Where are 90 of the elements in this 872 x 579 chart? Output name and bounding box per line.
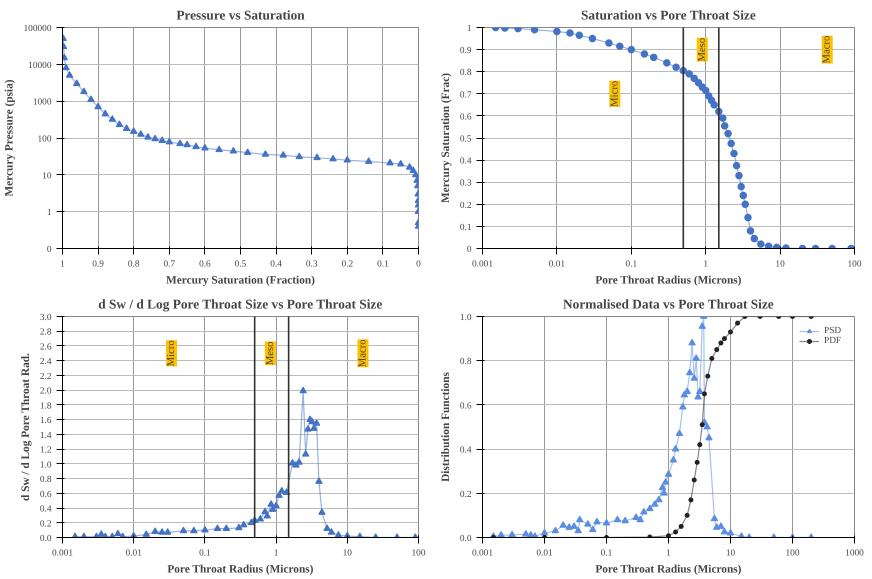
y-tick-label: 2.0 [40,386,52,397]
x-tick-label: 0.9 [92,260,104,270]
y-tick-label: 1.0 [40,460,52,470]
y-tick-label: 0 [466,245,472,255]
y-tick-label: 0.6 [460,112,472,122]
x-tick-label: 1 [60,260,66,270]
y-tick-label: 0.3 [460,178,472,189]
y-tick-label: 1.2 [40,446,52,456]
x-tick-label: 10 [775,260,786,270]
x-tick-label: 0.01 [536,548,553,558]
y-tick-label: 10000 [28,60,52,71]
y-tick-label: 100 [38,134,52,144]
annotation: Meso [696,38,708,62]
x-tick-label: 0.001 [472,548,494,558]
x-tick-label: 10 [726,548,736,558]
y-tick-label: 3.0 [40,313,52,323]
y-tick-label: 0.7 [460,90,472,100]
y-tick-label: 10 [42,171,52,182]
x-tick-label: 0.1 [199,548,212,558]
x-axis-title: Pore Throat Radius (Microns) [595,274,742,286]
y-tick-label: 0.8 [460,357,472,368]
x-tick-label: 0.1 [600,548,613,558]
y-tick-label: 100000 [24,24,52,34]
y-tick-label: 1.0 [460,313,472,323]
y-tick-label: 0.6 [40,490,52,500]
y-tick-label: 0.0 [460,534,472,544]
y-tick-label: 1.8 [40,401,52,412]
y-tick-label: 1 [46,208,52,218]
y-tick-label: 0 [46,245,52,255]
y-tick-label: 0.8 [460,68,472,78]
annotation: Micro [609,80,620,107]
annotation: Macro [357,339,368,368]
y-tick-label: 2.8 [40,328,52,338]
chart-title: Pressure vs Saturation [176,8,306,22]
y-tick-label: 0.4 [460,156,472,167]
legend-label: PSD [824,326,842,336]
x-tick-label: 0.001 [472,260,494,270]
y-tick-label: 0.0 [40,534,52,544]
x-tick-label: 100 [848,260,862,270]
x-tick-label: 0.1 [625,260,638,270]
annotation: Meso [264,341,276,366]
y-tick-label: 0.2 [460,490,472,500]
annotation: Micro [166,340,178,366]
x-tick-label: 0.001 [52,548,74,558]
y-axis-title: d Sw / d Log Pore Throat Rad. [20,352,32,502]
y-tick-label: 0.5 [460,134,472,144]
x-tick-label: 0.01 [126,548,142,558]
y-tick-label: 0.1 [460,222,472,233]
x-tick-label: 1 [666,548,672,558]
y-tick-label: 1 [466,24,472,34]
x-tick-label: 1 [703,260,708,270]
x-tick-label: 0.2 [341,260,354,270]
y-tick-label: 0.8 [40,475,52,486]
y-tick-label: 0.4 [460,446,472,456]
y-axis-title: Mercury Saturation (Frac) [440,72,452,204]
x-tick-label: 100 [412,548,426,558]
y-axis-title: Distribution Functions [440,371,452,482]
x-tick-label: 0.4 [270,260,282,270]
y-tick-label: 2.4 [40,357,52,368]
chart-title: d Sw / d Log Pore Throat Size vs Pore Throat Size [98,296,382,312]
x-tick-label: 0 [416,260,422,270]
x-tick-label: 0.7 [163,260,176,270]
y-tick-label: 1.6 [40,416,52,426]
x-tick-label: 0.1 [377,260,390,270]
x-tick-label: 0.01 [548,260,566,270]
legend-label: PDF [824,336,842,346]
chart-title: Saturation vs Pore Throat Size [581,8,756,22]
y-tick-label: 2.6 [40,342,52,352]
y-tick-label: 2.2 [40,372,52,382]
y-tick-label: 1000 [32,98,52,108]
x-tick-label: 0.3 [306,260,318,270]
x-axis-title: Mercury Saturation (Fraction) [166,274,316,286]
y-tick-label: 1.4 [40,430,52,441]
y-tick-label: 0.2 [40,519,52,530]
y-tick-label: 0.6 [460,401,472,412]
y-axis-title: Mercury Pressure (psia) [4,79,16,197]
x-tick-label: 1 [274,548,279,558]
chart-title: Normalised Data vs Pore Throat Size [563,296,774,312]
x-axis-title: Pore Throat Radius (Microns) [595,564,742,576]
y-tick-label: 0.2 [460,200,472,211]
x-tick-label: 0.6 [199,260,212,270]
x-tick-label: 0.8 [128,260,140,270]
x-tick-label: 10 [342,548,352,558]
x-tick-label: 100 [786,548,800,558]
x-tick-label: 0.5 [234,260,247,270]
y-tick-label: 0.4 [40,504,52,515]
x-tick-label: 1000 [845,548,864,558]
y-tick-label: 0.9 [460,46,472,56]
annotation: Macro [822,36,833,64]
x-axis-title: Pore Throat Radius (Microns) [167,564,314,576]
